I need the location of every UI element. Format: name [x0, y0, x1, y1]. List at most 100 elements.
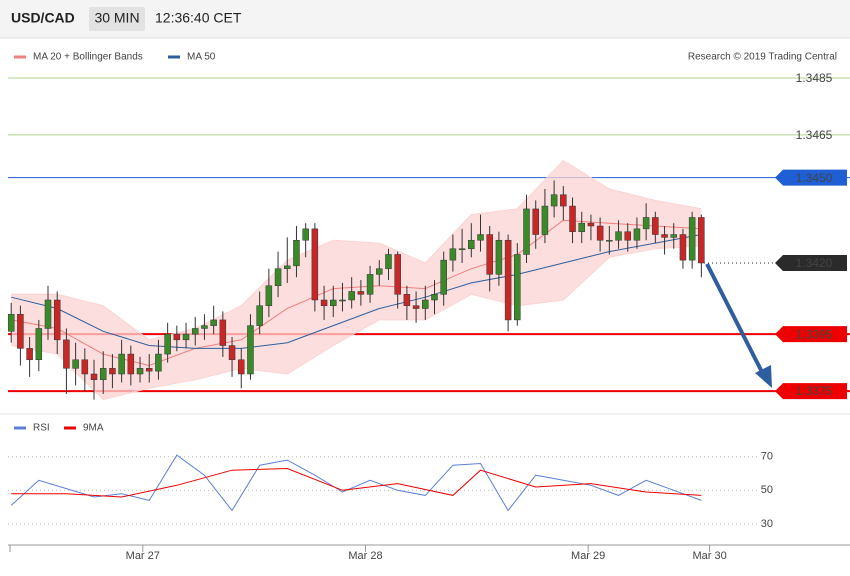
candle-body — [81, 359, 89, 375]
interval-box — [89, 7, 145, 31]
candle-body — [385, 254, 392, 269]
candle-body — [569, 205, 576, 232]
candle-body — [155, 353, 162, 372]
candle-body — [458, 248, 466, 251]
candle-body — [164, 333, 171, 355]
candle-body — [486, 234, 493, 275]
candle-body — [449, 248, 457, 261]
y-tick-label: 30 — [761, 518, 773, 530]
candle-body — [118, 353, 125, 375]
candle-body — [136, 368, 144, 375]
candle-body — [587, 222, 595, 227]
candle-body — [652, 217, 659, 235]
candle-body — [514, 254, 521, 321]
ma-line — [11, 234, 702, 349]
interval: 30 MIN — [94, 10, 139, 26]
candle-body — [247, 325, 254, 375]
legend-label: MA 50 — [187, 52, 216, 63]
candle-body — [504, 239, 512, 321]
band-fill — [11, 160, 702, 400]
candle-body — [376, 268, 383, 275]
candle-body — [440, 259, 447, 295]
candle-body — [210, 319, 217, 326]
candle-body — [422, 299, 429, 309]
candle-body — [274, 268, 282, 287]
candle-body — [127, 353, 135, 375]
candle-body — [560, 194, 567, 207]
candle-body — [495, 239, 503, 275]
series-line — [10, 454, 702, 512]
candle-body — [228, 345, 236, 361]
level-label: 1.3395 — [796, 327, 833, 341]
candle-body — [145, 368, 153, 372]
time: 12:36:40 CET — [155, 10, 242, 26]
candle-body — [698, 217, 705, 264]
candle-body — [265, 285, 273, 306]
candle-body — [477, 234, 484, 241]
candle-body — [596, 225, 604, 241]
legend-label: 9MA — [83, 423, 104, 434]
level-tag — [775, 383, 847, 400]
x-tick-label: Mar 29 — [571, 550, 605, 562]
candle-body — [633, 228, 641, 241]
candle-body — [615, 231, 622, 241]
level-tag — [775, 255, 847, 271]
candle-body — [348, 291, 355, 301]
level-tag — [775, 326, 847, 343]
candle-body — [201, 325, 208, 329]
candle-body — [284, 265, 291, 269]
candle-body — [403, 294, 411, 306]
arrow-head — [755, 365, 772, 388]
candle-body — [7, 313, 15, 332]
x-tick-label: Mar 27 — [126, 550, 160, 562]
level-label: 1.3420 — [796, 256, 833, 270]
candle-body — [26, 348, 33, 361]
candle-body — [468, 239, 475, 250]
candle-body — [670, 234, 677, 238]
candle-body — [182, 333, 190, 341]
y-tick-label: 70 — [761, 451, 773, 463]
candle-body — [532, 208, 539, 235]
candle-body — [688, 217, 696, 261]
y-tick-label: 50 — [761, 484, 773, 496]
level-tag — [775, 169, 847, 186]
candle-body — [330, 299, 337, 306]
x-tick-label: Mar 28 — [348, 550, 382, 562]
candle-body — [339, 299, 346, 302]
candle-body — [173, 333, 181, 341]
credit: Research © 2019 Trading Central — [688, 52, 837, 63]
level-label: 1.3465 — [796, 128, 833, 142]
candle-body — [366, 274, 374, 295]
candle-body — [109, 368, 116, 375]
candle-body — [523, 208, 530, 255]
candle-body — [320, 299, 328, 306]
legend-label: MA 20 + Bollinger Bands — [33, 52, 143, 63]
candle-body — [642, 217, 650, 230]
candle-body — [412, 305, 420, 309]
symbol: USD/CAD — [11, 10, 75, 26]
candle-body — [550, 194, 558, 207]
candle-body — [72, 359, 79, 369]
band-upper — [11, 159, 702, 341]
candle-body — [17, 313, 24, 349]
candle-body — [219, 319, 227, 346]
arrow-shaft — [705, 263, 765, 375]
ma-line — [11, 219, 702, 367]
candle-body — [53, 299, 61, 341]
candle-body — [293, 239, 300, 267]
candle-body — [99, 368, 107, 380]
candle-body — [35, 328, 43, 361]
candle-body — [431, 294, 438, 301]
candle-body — [311, 228, 319, 301]
level-label: 1.3450 — [796, 171, 833, 185]
candle-body — [541, 205, 549, 235]
candle-body — [44, 299, 52, 329]
x-tick-label: Mar 30 — [693, 550, 727, 562]
series-line — [11, 467, 702, 498]
candle-body — [624, 231, 631, 241]
band-lower — [11, 245, 702, 401]
candle-body — [357, 291, 365, 295]
candle-body — [606, 239, 613, 242]
candle-body — [578, 222, 585, 232]
